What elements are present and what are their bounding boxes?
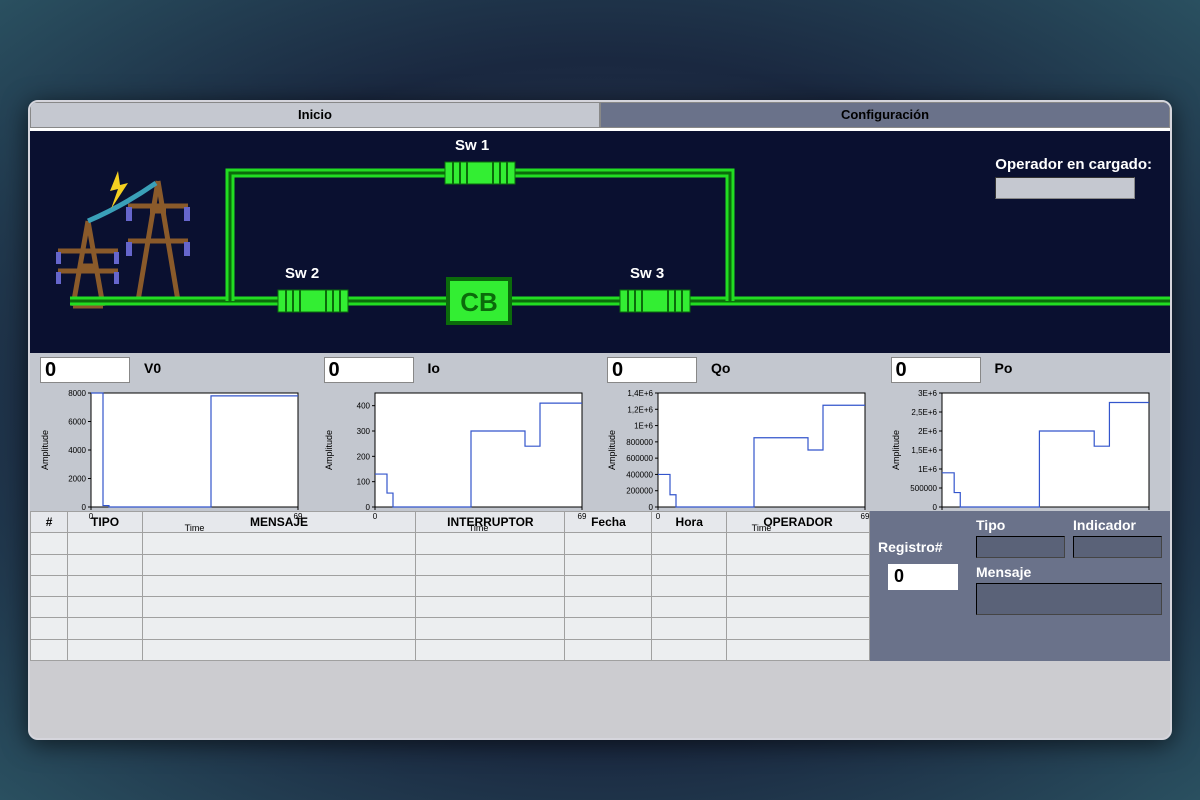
- svg-text:69: 69: [577, 512, 586, 521]
- svg-text:Amplitude: Amplitude: [324, 430, 334, 470]
- operator-box: Operador en cargado:: [995, 156, 1152, 199]
- switch-sw1[interactable]: [445, 162, 515, 184]
- svg-text:6000: 6000: [68, 418, 86, 427]
- svg-text:Time: Time: [752, 523, 772, 533]
- chart-io: 0 Io 0100200300400069 Amplitude Time: [320, 357, 598, 507]
- indicador-field[interactable]: [1073, 536, 1162, 558]
- chart-value: 0: [607, 357, 697, 383]
- chart-title: Po: [995, 360, 1013, 376]
- tab-inicio[interactable]: Inicio: [30, 102, 600, 128]
- table-row[interactable]: [31, 639, 870, 660]
- svg-text:0: 0: [89, 512, 94, 521]
- diagram-area: CB Sw 1 Sw 2 Sw 3 Operador en cargado:: [30, 128, 1170, 353]
- side-panel: Tipo Indicador Registro# 0 Mensaje: [870, 511, 1170, 661]
- svg-text:400: 400: [356, 402, 370, 411]
- table-row[interactable]: [31, 597, 870, 618]
- svg-text:0: 0: [365, 503, 370, 512]
- chart-value: 0: [891, 357, 981, 383]
- tab-bar: Inicio Configuración: [30, 102, 1170, 128]
- svg-text:Amplitude: Amplitude: [607, 430, 617, 470]
- svg-text:4000: 4000: [68, 446, 86, 455]
- svg-text:3E+6: 3E+6: [918, 389, 937, 398]
- indicador-label: Indicador: [1073, 517, 1136, 533]
- table-row[interactable]: [31, 618, 870, 639]
- chart-title: Qo: [711, 360, 730, 376]
- tipo-field[interactable]: [976, 536, 1065, 558]
- tab-configuracion[interactable]: Configuración: [600, 102, 1170, 128]
- svg-text:CB: CB: [460, 287, 498, 317]
- charts-row: 0 V0 02000400060008000069 Amplitude Time…: [30, 353, 1170, 511]
- svg-text:0: 0: [656, 512, 661, 521]
- svg-text:200: 200: [356, 452, 370, 461]
- sw3-label: Sw 3: [630, 265, 664, 282]
- svg-text:2,5E+6: 2,5E+6: [911, 408, 937, 417]
- table-row[interactable]: [31, 554, 870, 575]
- svg-text:1,5E+6: 1,5E+6: [911, 446, 937, 455]
- chart-title: V0: [144, 360, 161, 376]
- switch-sw2[interactable]: [278, 290, 348, 312]
- breaker-cb[interactable]: CB: [448, 279, 510, 323]
- svg-text:0: 0: [372, 512, 377, 521]
- svg-text:Time: Time: [185, 523, 205, 533]
- svg-text:69: 69: [294, 512, 303, 521]
- svg-text:300: 300: [356, 427, 370, 436]
- svg-text:8000: 8000: [68, 389, 86, 398]
- svg-text:0: 0: [649, 503, 654, 512]
- tipo-label: Tipo: [976, 517, 1005, 533]
- operator-input[interactable]: [995, 177, 1135, 199]
- svg-text:Amplitude: Amplitude: [891, 430, 901, 470]
- app-frame: Inicio Configuración: [28, 100, 1172, 740]
- svg-text:1,2E+6: 1,2E+6: [627, 405, 653, 414]
- operator-label: Operador en cargado:: [995, 156, 1152, 173]
- chart-qo: 0 Qo 02000004000006000008000001E+61,2E+6…: [603, 357, 881, 507]
- chart-v0: 0 V0 02000400060008000069 Amplitude Time: [36, 357, 314, 507]
- svg-text:500000: 500000: [910, 484, 937, 493]
- table-row[interactable]: [31, 575, 870, 596]
- switch-sw3[interactable]: [620, 290, 690, 312]
- svg-text:1E+6: 1E+6: [918, 465, 937, 474]
- registro-label: Registro#: [878, 539, 943, 555]
- svg-text:1,4E+6: 1,4E+6: [627, 389, 653, 398]
- mensaje-field[interactable]: [976, 583, 1162, 615]
- svg-text:1E+6: 1E+6: [634, 422, 653, 431]
- svg-text:69: 69: [861, 512, 870, 521]
- svg-text:2E+6: 2E+6: [918, 427, 937, 436]
- chart-value: 0: [324, 357, 414, 383]
- mensaje-label: Mensaje: [976, 564, 1031, 580]
- chart-value: 0: [40, 357, 130, 383]
- sw1-label: Sw 1: [455, 137, 489, 154]
- svg-text:200000: 200000: [626, 487, 653, 496]
- svg-text:100: 100: [356, 478, 370, 487]
- registro-value[interactable]: 0: [888, 564, 958, 590]
- svg-text:800000: 800000: [626, 438, 653, 447]
- sw2-label: Sw 2: [285, 265, 319, 282]
- svg-text:Amplitude: Amplitude: [40, 430, 50, 470]
- svg-text:400000: 400000: [626, 470, 653, 479]
- svg-text:600000: 600000: [626, 454, 653, 463]
- svg-text:2000: 2000: [68, 475, 86, 484]
- svg-text:0: 0: [82, 503, 87, 512]
- chart-po: 0 Po 05000001E+61,5E+62E+62,5E+63E+6068 …: [887, 357, 1165, 507]
- svg-text:Time: Time: [468, 523, 488, 533]
- chart-title: Io: [428, 360, 440, 376]
